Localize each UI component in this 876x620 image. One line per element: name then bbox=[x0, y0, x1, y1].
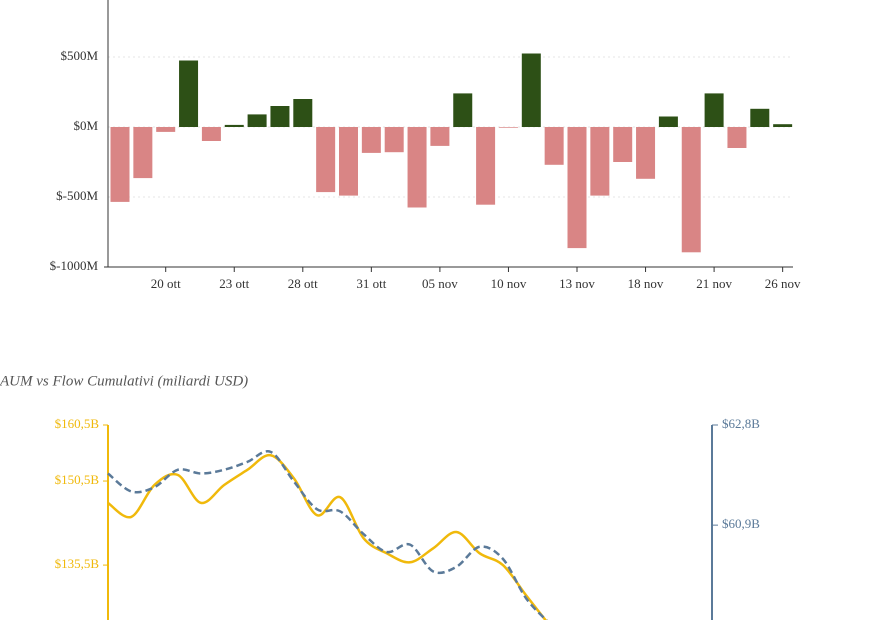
x-tick-label: 10 nov bbox=[491, 276, 527, 291]
bar bbox=[727, 127, 747, 148]
y2-tick-label: $60,9B bbox=[722, 516, 760, 531]
x-tick-label: 28 ott bbox=[288, 276, 318, 291]
line-series bbox=[107, 454, 548, 620]
bar bbox=[407, 127, 427, 208]
x-tick-label: 23 ott bbox=[219, 276, 249, 291]
bar bbox=[293, 99, 313, 127]
x-tick-label: 20 ott bbox=[151, 276, 181, 291]
bar bbox=[110, 127, 130, 202]
bar bbox=[567, 127, 587, 249]
y-tick-label: $500M bbox=[60, 48, 98, 63]
bar bbox=[201, 127, 221, 141]
bar bbox=[544, 127, 564, 165]
bar bbox=[247, 114, 267, 127]
x-tick-label: 13 nov bbox=[559, 276, 595, 291]
bar bbox=[224, 124, 244, 127]
bar bbox=[681, 127, 701, 253]
chart-title: AUM vs Flow Cumulativi (miliardi USD) bbox=[0, 373, 248, 389]
bar bbox=[498, 127, 518, 128]
bar bbox=[453, 93, 473, 127]
bar bbox=[590, 127, 610, 196]
x-tick-label: 31 ott bbox=[356, 276, 386, 291]
bar bbox=[156, 127, 176, 132]
bar bbox=[773, 124, 793, 127]
bar bbox=[316, 127, 336, 193]
bar bbox=[521, 53, 541, 127]
bar bbox=[704, 93, 724, 127]
bar bbox=[384, 127, 404, 153]
bar bbox=[339, 127, 358, 196]
y-tick-label: $135,5B bbox=[55, 556, 100, 571]
y-tick-label: $-1000M bbox=[50, 258, 99, 273]
bar bbox=[750, 108, 770, 127]
y-tick-label: $0M bbox=[73, 118, 98, 133]
bar bbox=[613, 127, 633, 162]
x-tick-label: 21 nov bbox=[696, 276, 732, 291]
bar bbox=[133, 127, 153, 179]
y-tick-label: $160,5B bbox=[55, 416, 100, 431]
bar bbox=[179, 60, 199, 127]
y-tick-label: $150,5B bbox=[55, 472, 100, 487]
bar bbox=[270, 106, 290, 127]
bar bbox=[476, 127, 496, 205]
x-tick-label: 26 nov bbox=[765, 276, 801, 291]
line-series bbox=[107, 450, 548, 620]
bar bbox=[430, 127, 450, 146]
bar bbox=[658, 116, 678, 127]
y2-tick-label: $62,8B bbox=[722, 416, 760, 431]
y-tick-label: $-500M bbox=[56, 188, 98, 203]
x-tick-label: 18 nov bbox=[628, 276, 664, 291]
x-tick-label: 05 nov bbox=[422, 276, 458, 291]
bar bbox=[361, 127, 381, 153]
bar bbox=[636, 127, 656, 179]
